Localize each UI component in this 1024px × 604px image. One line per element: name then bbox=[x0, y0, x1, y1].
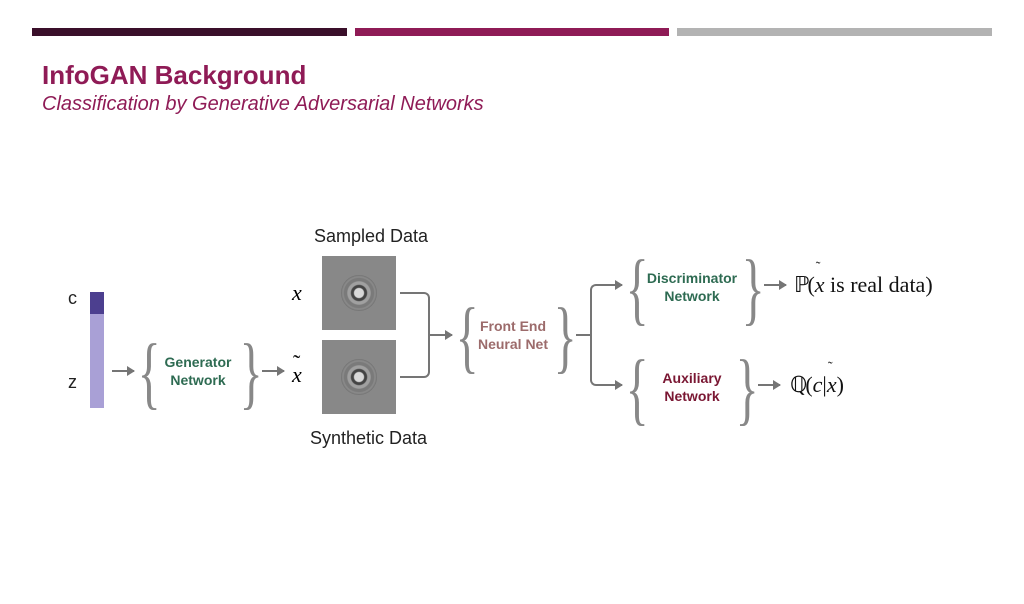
latent-c-segment bbox=[90, 292, 104, 314]
label-sampled-data: Sampled Data bbox=[314, 226, 428, 247]
arrow-discriminator-out bbox=[764, 284, 786, 286]
auxiliary-network-label: Auxiliary Network bbox=[648, 370, 736, 405]
discriminator-network-label: Discriminator Network bbox=[642, 270, 742, 305]
frontend-line2: Neural Net bbox=[474, 336, 552, 354]
label-x-tilde: x˜ bbox=[292, 362, 302, 388]
topbar-seg-2 bbox=[355, 28, 670, 36]
joiner-bracket bbox=[418, 292, 430, 378]
title-block: InfoGAN Background Classification by Gen… bbox=[42, 60, 1024, 116]
topbar-seg-3 bbox=[677, 28, 992, 36]
frontend-line1: Front End bbox=[474, 318, 552, 336]
ring-icon bbox=[341, 275, 377, 311]
latent-bar bbox=[90, 292, 104, 408]
split-stub-in bbox=[576, 334, 590, 336]
brace-close-generator: } bbox=[240, 328, 263, 419]
formula-auxiliary: ℚ(c|x˜) bbox=[790, 372, 844, 398]
latent-z-segment bbox=[90, 314, 104, 408]
synthetic-data-tile bbox=[322, 340, 396, 414]
label-z: z bbox=[68, 372, 77, 393]
arrow-latent-to-generator bbox=[112, 370, 134, 372]
generator-line1: Generator bbox=[158, 354, 238, 372]
auxiliary-line1: Auxiliary bbox=[648, 370, 736, 388]
brace-close-discriminator: } bbox=[742, 244, 765, 335]
formula-discriminator: ℙ(x˜ is real data) bbox=[794, 272, 933, 298]
label-synthetic-data: Synthetic Data bbox=[310, 428, 427, 449]
infogan-diagram: c z { Generator Network } x x˜ Sampled D… bbox=[40, 228, 990, 488]
join-stub-top bbox=[400, 292, 418, 294]
generator-line2: Network bbox=[158, 372, 238, 390]
brace-close-auxiliary: } bbox=[736, 344, 759, 435]
arrow-to-discriminator bbox=[602, 284, 622, 286]
arrow-generator-to-xtilde bbox=[262, 370, 284, 372]
splitter-bracket bbox=[590, 284, 602, 386]
arrow-auxiliary-out bbox=[758, 384, 780, 386]
discriminator-line2: Network bbox=[642, 288, 742, 306]
brace-open-auxiliary: { bbox=[626, 344, 649, 435]
topbar-seg-1 bbox=[32, 28, 347, 36]
slide-title: InfoGAN Background bbox=[42, 60, 1024, 91]
generator-network-label: Generator Network bbox=[158, 354, 238, 389]
label-x: x bbox=[292, 280, 302, 306]
frontend-network-label: Front End Neural Net bbox=[474, 318, 552, 353]
discriminator-line1: Discriminator bbox=[642, 270, 742, 288]
slide-subtitle: Classification by Generative Adversarial… bbox=[42, 93, 1024, 116]
sampled-data-tile bbox=[322, 256, 396, 330]
ring-icon bbox=[341, 359, 377, 395]
arrow-to-auxiliary bbox=[602, 384, 622, 386]
join-stub-bottom bbox=[400, 376, 418, 378]
auxiliary-line2: Network bbox=[648, 388, 736, 406]
arrow-join-to-frontend bbox=[430, 334, 452, 336]
top-accent-bar bbox=[32, 28, 992, 36]
brace-close-frontend: } bbox=[554, 292, 577, 383]
label-c: c bbox=[68, 288, 77, 309]
